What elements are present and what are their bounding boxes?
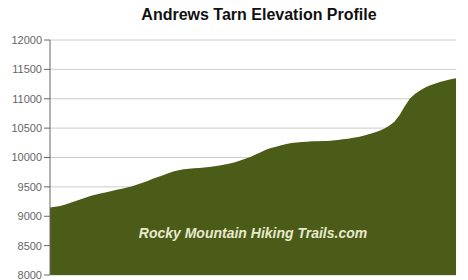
svg-text:10500: 10500 <box>11 122 42 134</box>
svg-text:9000: 9000 <box>18 210 42 222</box>
svg-text:8000: 8000 <box>18 269 42 280</box>
svg-text:9500: 9500 <box>18 181 42 193</box>
svg-text:12000: 12000 <box>11 34 42 46</box>
html-text:Andrews Tarn Elevation Profile: Andrews Tarn Elevation Profile <box>141 6 377 23</box>
svg-text:11000: 11000 <box>12 93 42 105</box>
svg-text:8500: 8500 <box>18 240 42 252</box>
svg-text:10000: 10000 <box>11 151 42 163</box>
svg-text:11500: 11500 <box>12 63 42 75</box>
html-text:Rocky Mountain Hiking Trails.c: Rocky Mountain Hiking Trails.com <box>138 224 368 241</box>
